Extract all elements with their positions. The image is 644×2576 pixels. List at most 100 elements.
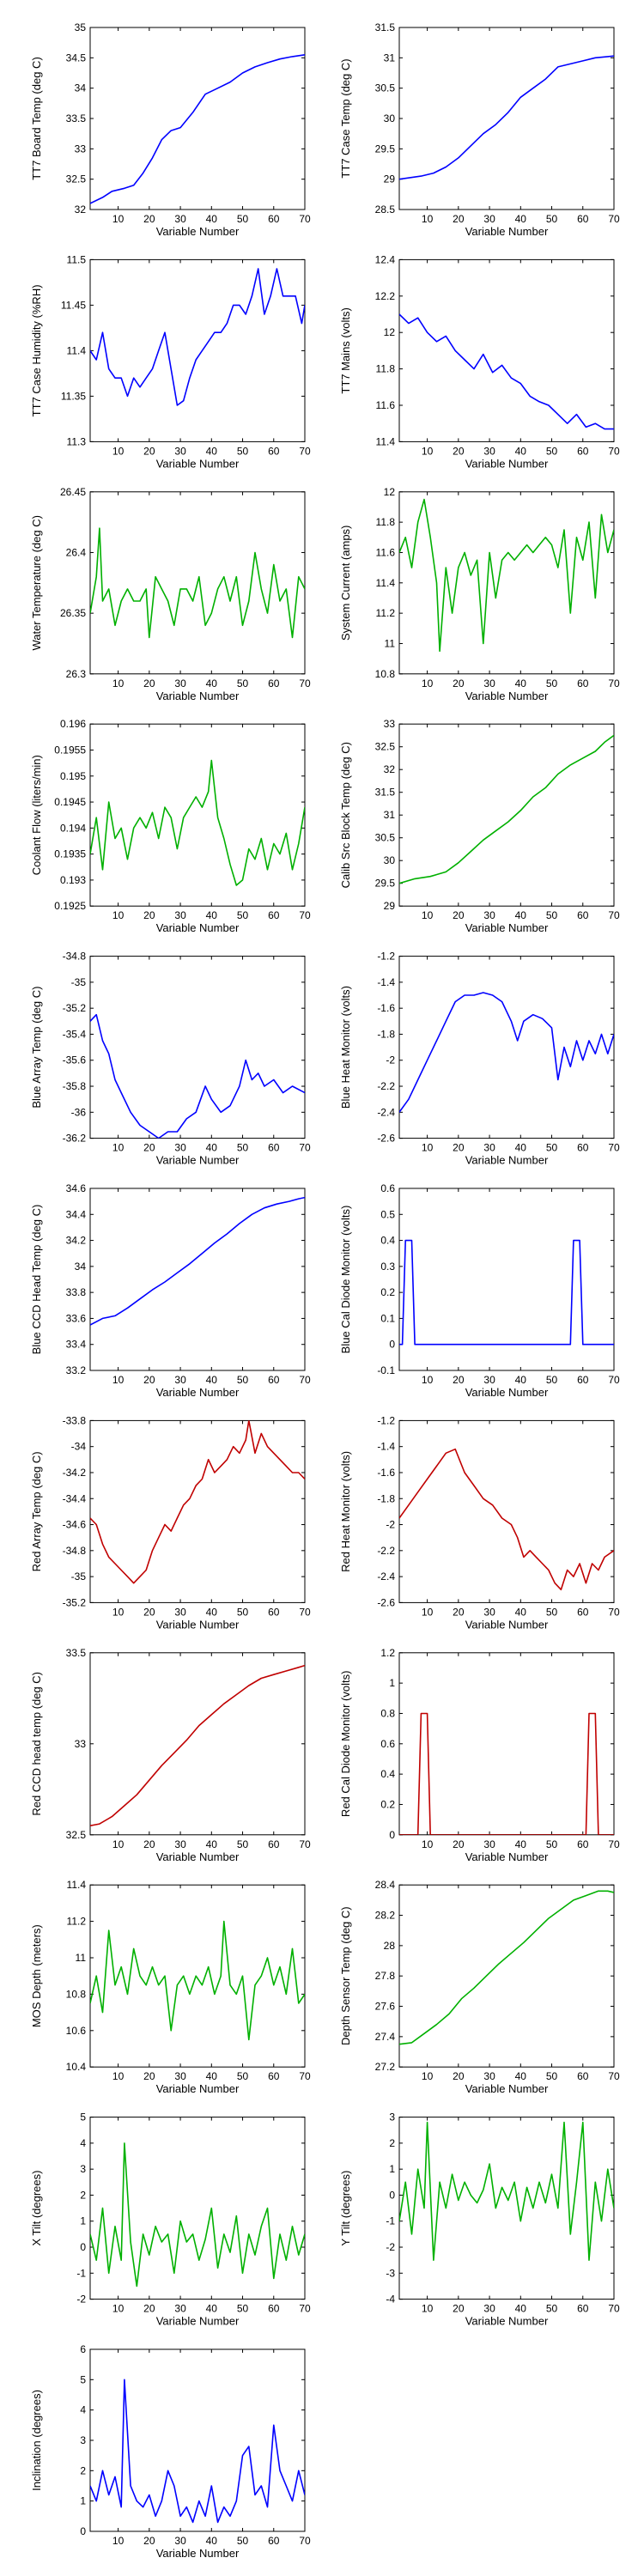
x-tick-label: 50 xyxy=(546,1606,558,1618)
y-tick-label: 1 xyxy=(389,1677,395,1689)
x-tick-label: 40 xyxy=(515,1374,527,1386)
x-tick-label: 40 xyxy=(206,1374,218,1386)
x-tick-label: 70 xyxy=(608,2070,620,2082)
plot-frame xyxy=(89,258,306,442)
y-tick-label: 34.5 xyxy=(66,52,87,64)
plot-frame xyxy=(89,723,306,907)
chart-panel-8: 10 20 30 40 50 60 70 29 29.5 30 30.5 31 31.5 32 32.5 33… xyxy=(339,718,620,934)
chart-panel-14: 10 20 30 40 50 60 70 -2.6 -2.4 -2.2 -2 -1.8 -1.6 -1.4… xyxy=(339,1414,620,1631)
y-tick-label: 29 xyxy=(384,900,396,912)
series-line xyxy=(90,2379,305,2524)
chart-panel-19: 10 20 30 40 50 60 70 -2 -1 0 1 2 3 4 5 Variable Number X… xyxy=(30,2111,311,2328)
y-tick-label: 11.5 xyxy=(67,253,87,265)
x-tick-label: 70 xyxy=(608,1374,620,1386)
chart-panel-20: 10 20 30 40 50 60 70 -4 -3 -2 -1 0 1 2 3 Variable Numbe… xyxy=(339,2111,620,2328)
y-tick-label: 11.4 xyxy=(67,344,87,356)
y-axis-label: Red Heat Monitor (volts) xyxy=(339,1451,352,1572)
x-axis-label: Variable Number xyxy=(156,1850,240,1863)
chart-panel-4: 10 20 30 40 50 60 70 11.4 11.6 11.8 12 12.2 12.4 Vari… xyxy=(339,253,620,470)
y-tick-label: 33.5 xyxy=(66,1647,87,1659)
y-tick-label: -1.2 xyxy=(377,951,395,963)
x-tick-label: 60 xyxy=(268,2070,280,2082)
series-line xyxy=(90,1013,305,1139)
y-tick-label: 34.4 xyxy=(66,1208,87,1220)
y-axis-label: Blue CCD Head Temp (deg C) xyxy=(30,1205,43,1355)
x-tick-label: 30 xyxy=(174,2303,186,2315)
y-tick-label: 11.4 xyxy=(67,1879,87,1891)
x-tick-label: 60 xyxy=(268,677,280,690)
x-tick-label: 20 xyxy=(453,1838,465,1850)
x-tick-label: 10 xyxy=(112,677,125,690)
x-axis-label: Variable Number xyxy=(156,1618,240,1631)
plot-frame xyxy=(398,1884,615,2068)
y-tick-label: -34.4 xyxy=(63,1492,87,1504)
y-axis-label: System Current (amps) xyxy=(339,526,352,641)
x-tick-label: 30 xyxy=(174,213,186,225)
x-tick-label: 30 xyxy=(483,2070,495,2082)
x-tick-label: 70 xyxy=(608,677,620,690)
y-tick-label: 33.8 xyxy=(66,1286,87,1298)
x-tick-label: 30 xyxy=(483,213,495,225)
chart-panel-13: 10 20 30 40 50 60 70 -35.2 -35 -34.8 -34.6 -34.4 -34… xyxy=(30,1414,311,1631)
y-tick-label: -35.6 xyxy=(63,1054,87,1066)
y-tick-label: 1.2 xyxy=(380,1647,395,1659)
y-tick-label: 1 xyxy=(80,2215,86,2227)
series-line xyxy=(399,55,614,180)
x-tick-label: 10 xyxy=(422,1142,434,1154)
x-tick-label: 30 xyxy=(483,445,495,457)
y-tick-label: 27.4 xyxy=(375,2031,396,2043)
x-tick-label: 50 xyxy=(546,1838,558,1850)
x-tick-label: 30 xyxy=(483,1838,495,1850)
x-tick-label: 40 xyxy=(206,1838,218,1850)
series-line xyxy=(399,498,614,653)
x-tick-label: 60 xyxy=(577,2070,589,2082)
x-tick-label: 10 xyxy=(112,909,125,921)
plot-frame xyxy=(89,1419,306,1603)
y-tick-label: 11.35 xyxy=(61,390,86,402)
x-tick-label: 70 xyxy=(299,1838,311,1850)
x-tick-label: 40 xyxy=(206,2070,218,2082)
y-tick-label: 11.8 xyxy=(376,516,396,528)
y-axis-label: Red Array Temp (deg C) xyxy=(30,1451,43,1571)
plot-frame xyxy=(89,1884,306,2068)
x-axis-label: Variable Number xyxy=(156,2082,240,2095)
y-tick-label: 2 xyxy=(80,2189,86,2201)
plot-frame xyxy=(398,258,615,442)
x-tick-label: 10 xyxy=(422,2070,434,2082)
x-tick-label: 30 xyxy=(483,1374,495,1386)
x-tick-label: 10 xyxy=(112,1838,125,1850)
x-tick-label: 60 xyxy=(577,1606,589,1618)
y-tick-label: 33.4 xyxy=(66,1339,87,1351)
y-tick-label: 11.4 xyxy=(376,577,396,589)
x-tick-label: 10 xyxy=(112,2303,125,2315)
y-tick-label: 0.1955 xyxy=(54,744,86,756)
y-tick-label: 34.2 xyxy=(66,1235,87,1247)
y-tick-label: 26.3 xyxy=(66,668,87,680)
x-tick-label: 60 xyxy=(268,1606,280,1618)
series-line xyxy=(90,1196,305,1326)
y-tick-label: 33 xyxy=(75,1738,87,1750)
y-tick-label: 11.6 xyxy=(376,399,396,411)
y-tick-label: 2 xyxy=(389,2137,395,2149)
series-line xyxy=(90,527,305,639)
y-tick-label: 1 xyxy=(80,2495,86,2507)
y-tick-label: 11.6 xyxy=(376,546,396,558)
x-tick-label: 20 xyxy=(453,1142,465,1154)
series-line xyxy=(90,759,305,886)
x-tick-label: 30 xyxy=(483,1606,495,1618)
y-tick-label: 26.4 xyxy=(66,546,87,558)
x-tick-label: 50 xyxy=(237,1142,249,1154)
x-axis-label: Variable Number xyxy=(156,2547,240,2560)
y-tick-label: 10.8 xyxy=(66,1988,87,2000)
y-tick-label: 11.8 xyxy=(376,363,396,375)
y-tick-label: 31 xyxy=(384,52,396,64)
plot-frame xyxy=(89,1188,306,1371)
x-tick-label: 50 xyxy=(237,1838,249,1850)
x-tick-label: 50 xyxy=(237,2303,249,2315)
x-tick-label: 20 xyxy=(143,2303,155,2315)
y-tick-label: -34 xyxy=(71,1441,87,1453)
x-tick-label: 70 xyxy=(608,1142,620,1154)
y-tick-label: 33 xyxy=(75,143,87,155)
x-tick-label: 50 xyxy=(237,2070,249,2082)
y-tick-label: 0.1 xyxy=(380,1312,395,1324)
